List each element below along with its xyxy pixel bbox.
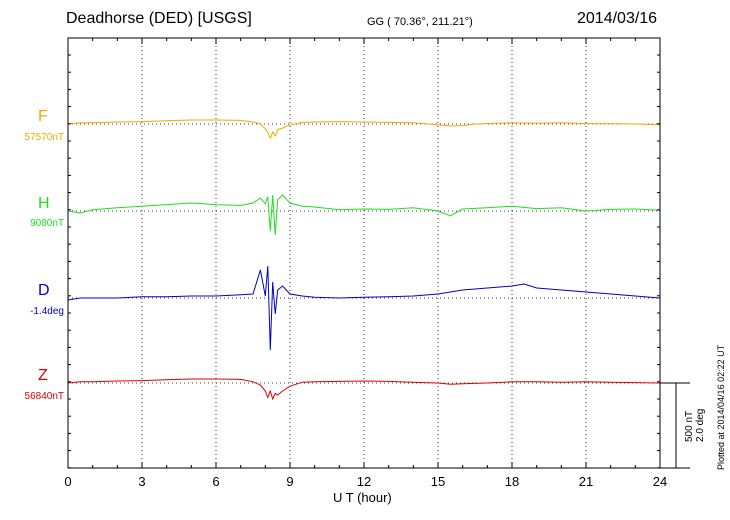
x-tick-label-6: 6	[212, 474, 219, 489]
series-label-Z: Z	[38, 367, 48, 384]
date-label: 2014/03/16	[577, 10, 658, 27]
series-baseline-H: 9080nT	[30, 218, 64, 229]
series-label-H: H	[38, 195, 50, 212]
series-baseline-Z: 56840nT	[24, 391, 64, 402]
series-line-Z	[67, 378, 661, 401]
station-title: Deadhorse (DED) [USGS]	[66, 10, 252, 27]
geographic-coords: GG ( 70.36°, 211.21°)	[367, 16, 473, 28]
x-tick-label-3: 3	[138, 474, 145, 489]
x-tick-label-24: 24	[653, 474, 667, 489]
series-label-D: D	[38, 282, 50, 299]
x-tick-label-0: 0	[64, 474, 71, 489]
x-axis-label: U T (hour)	[333, 490, 392, 505]
series-line-F	[67, 119, 661, 140]
plotted-timestamp: Plotted at 2014/04/16 02:22 UT	[716, 344, 726, 470]
x-tick-label-9: 9	[286, 474, 293, 489]
series-line-D	[67, 265, 661, 351]
x-tick-label-18: 18	[505, 474, 519, 489]
x-tick-label-21: 21	[579, 474, 593, 489]
series-line-H	[67, 194, 661, 236]
series-baseline-F: 57570nT	[24, 132, 64, 143]
series-baseline-D: -1.4deg	[30, 306, 64, 317]
x-tick-label-15: 15	[431, 474, 445, 489]
series-label-F: F	[38, 108, 48, 125]
scale-bar-label-nt: 500 nT	[684, 410, 695, 442]
x-tick-label-12: 12	[357, 474, 371, 489]
scale-bar-label-deg: 2.0 deg	[695, 408, 706, 442]
